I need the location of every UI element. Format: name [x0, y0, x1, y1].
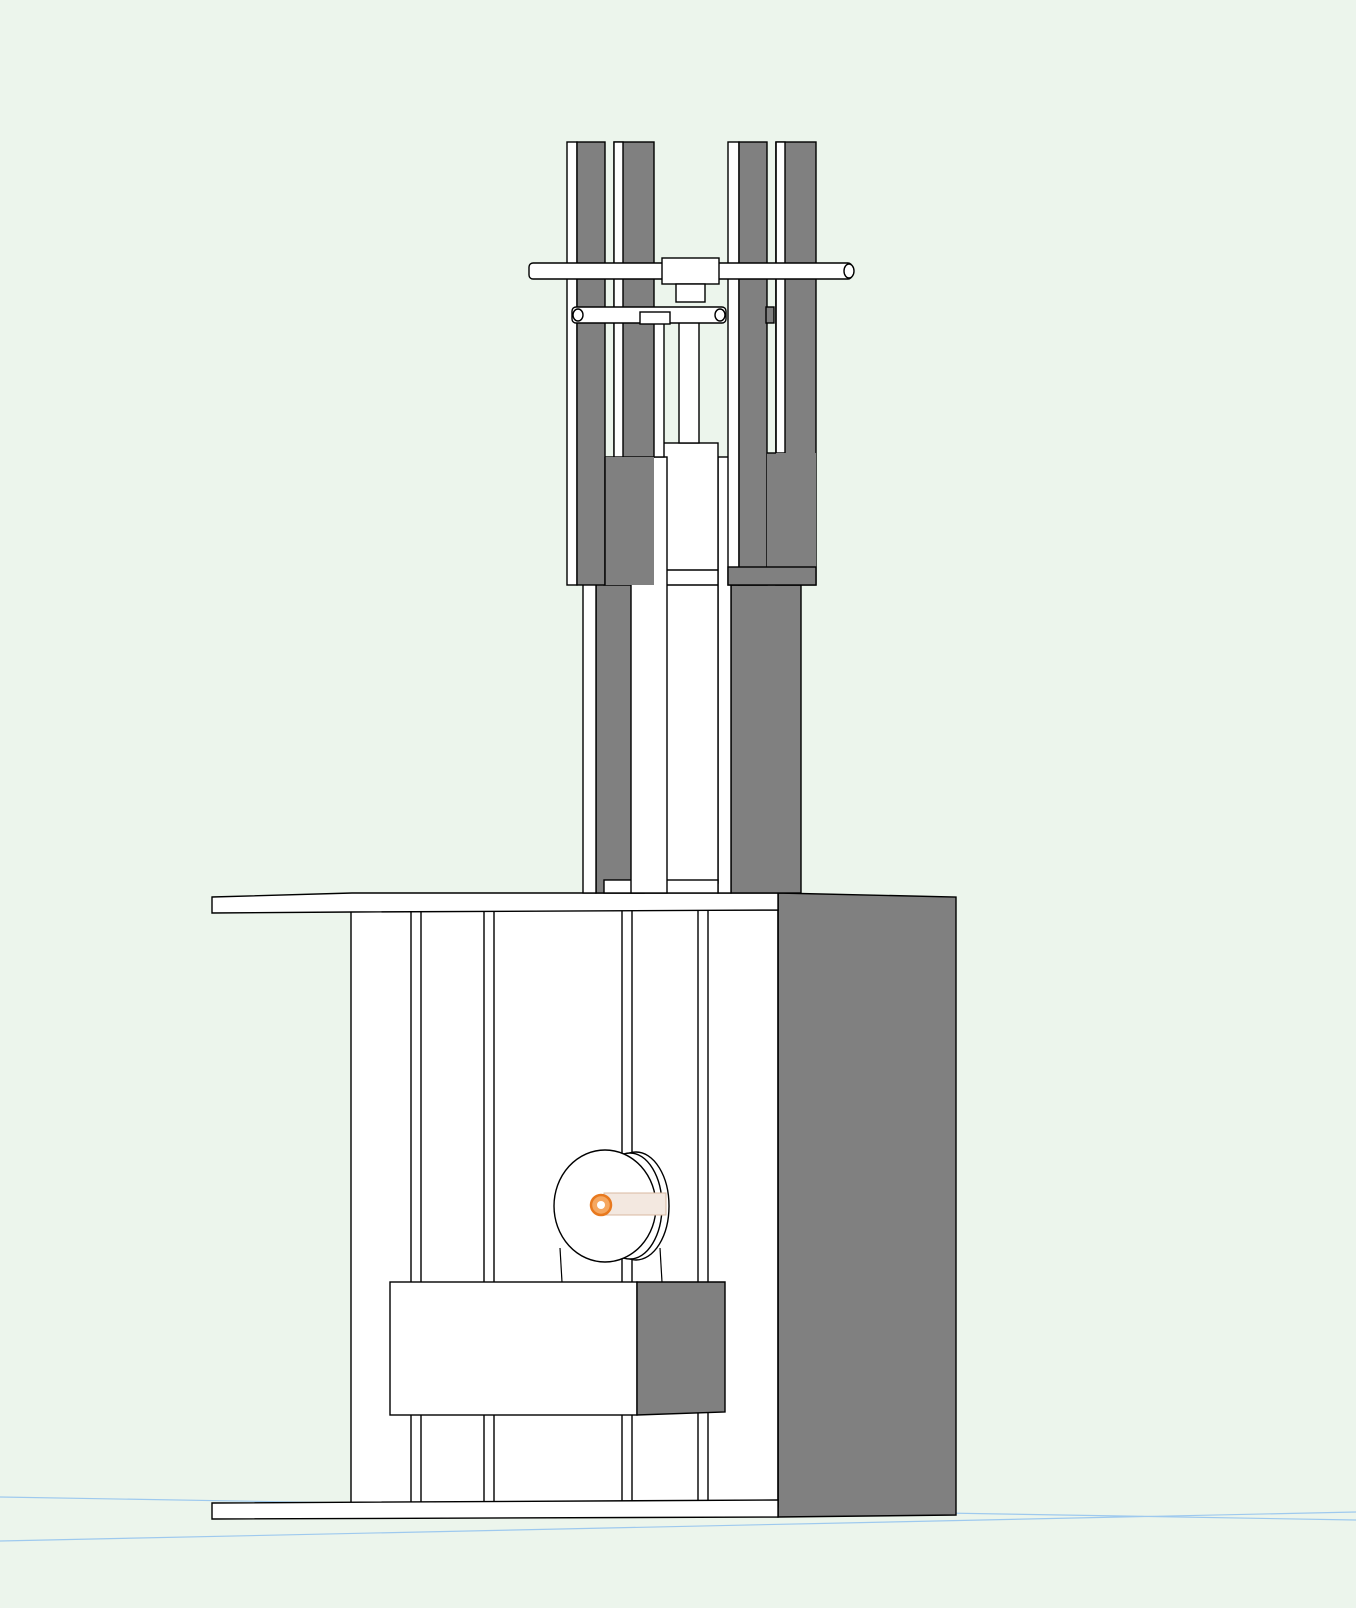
top-crossbar [528, 257, 855, 325]
highlight-marker [589, 1193, 613, 1217]
bottom-plate [211, 1499, 779, 1520]
lower-block [389, 1281, 726, 1416]
top-plate [211, 892, 779, 914]
upper-forks [566, 141, 817, 586]
